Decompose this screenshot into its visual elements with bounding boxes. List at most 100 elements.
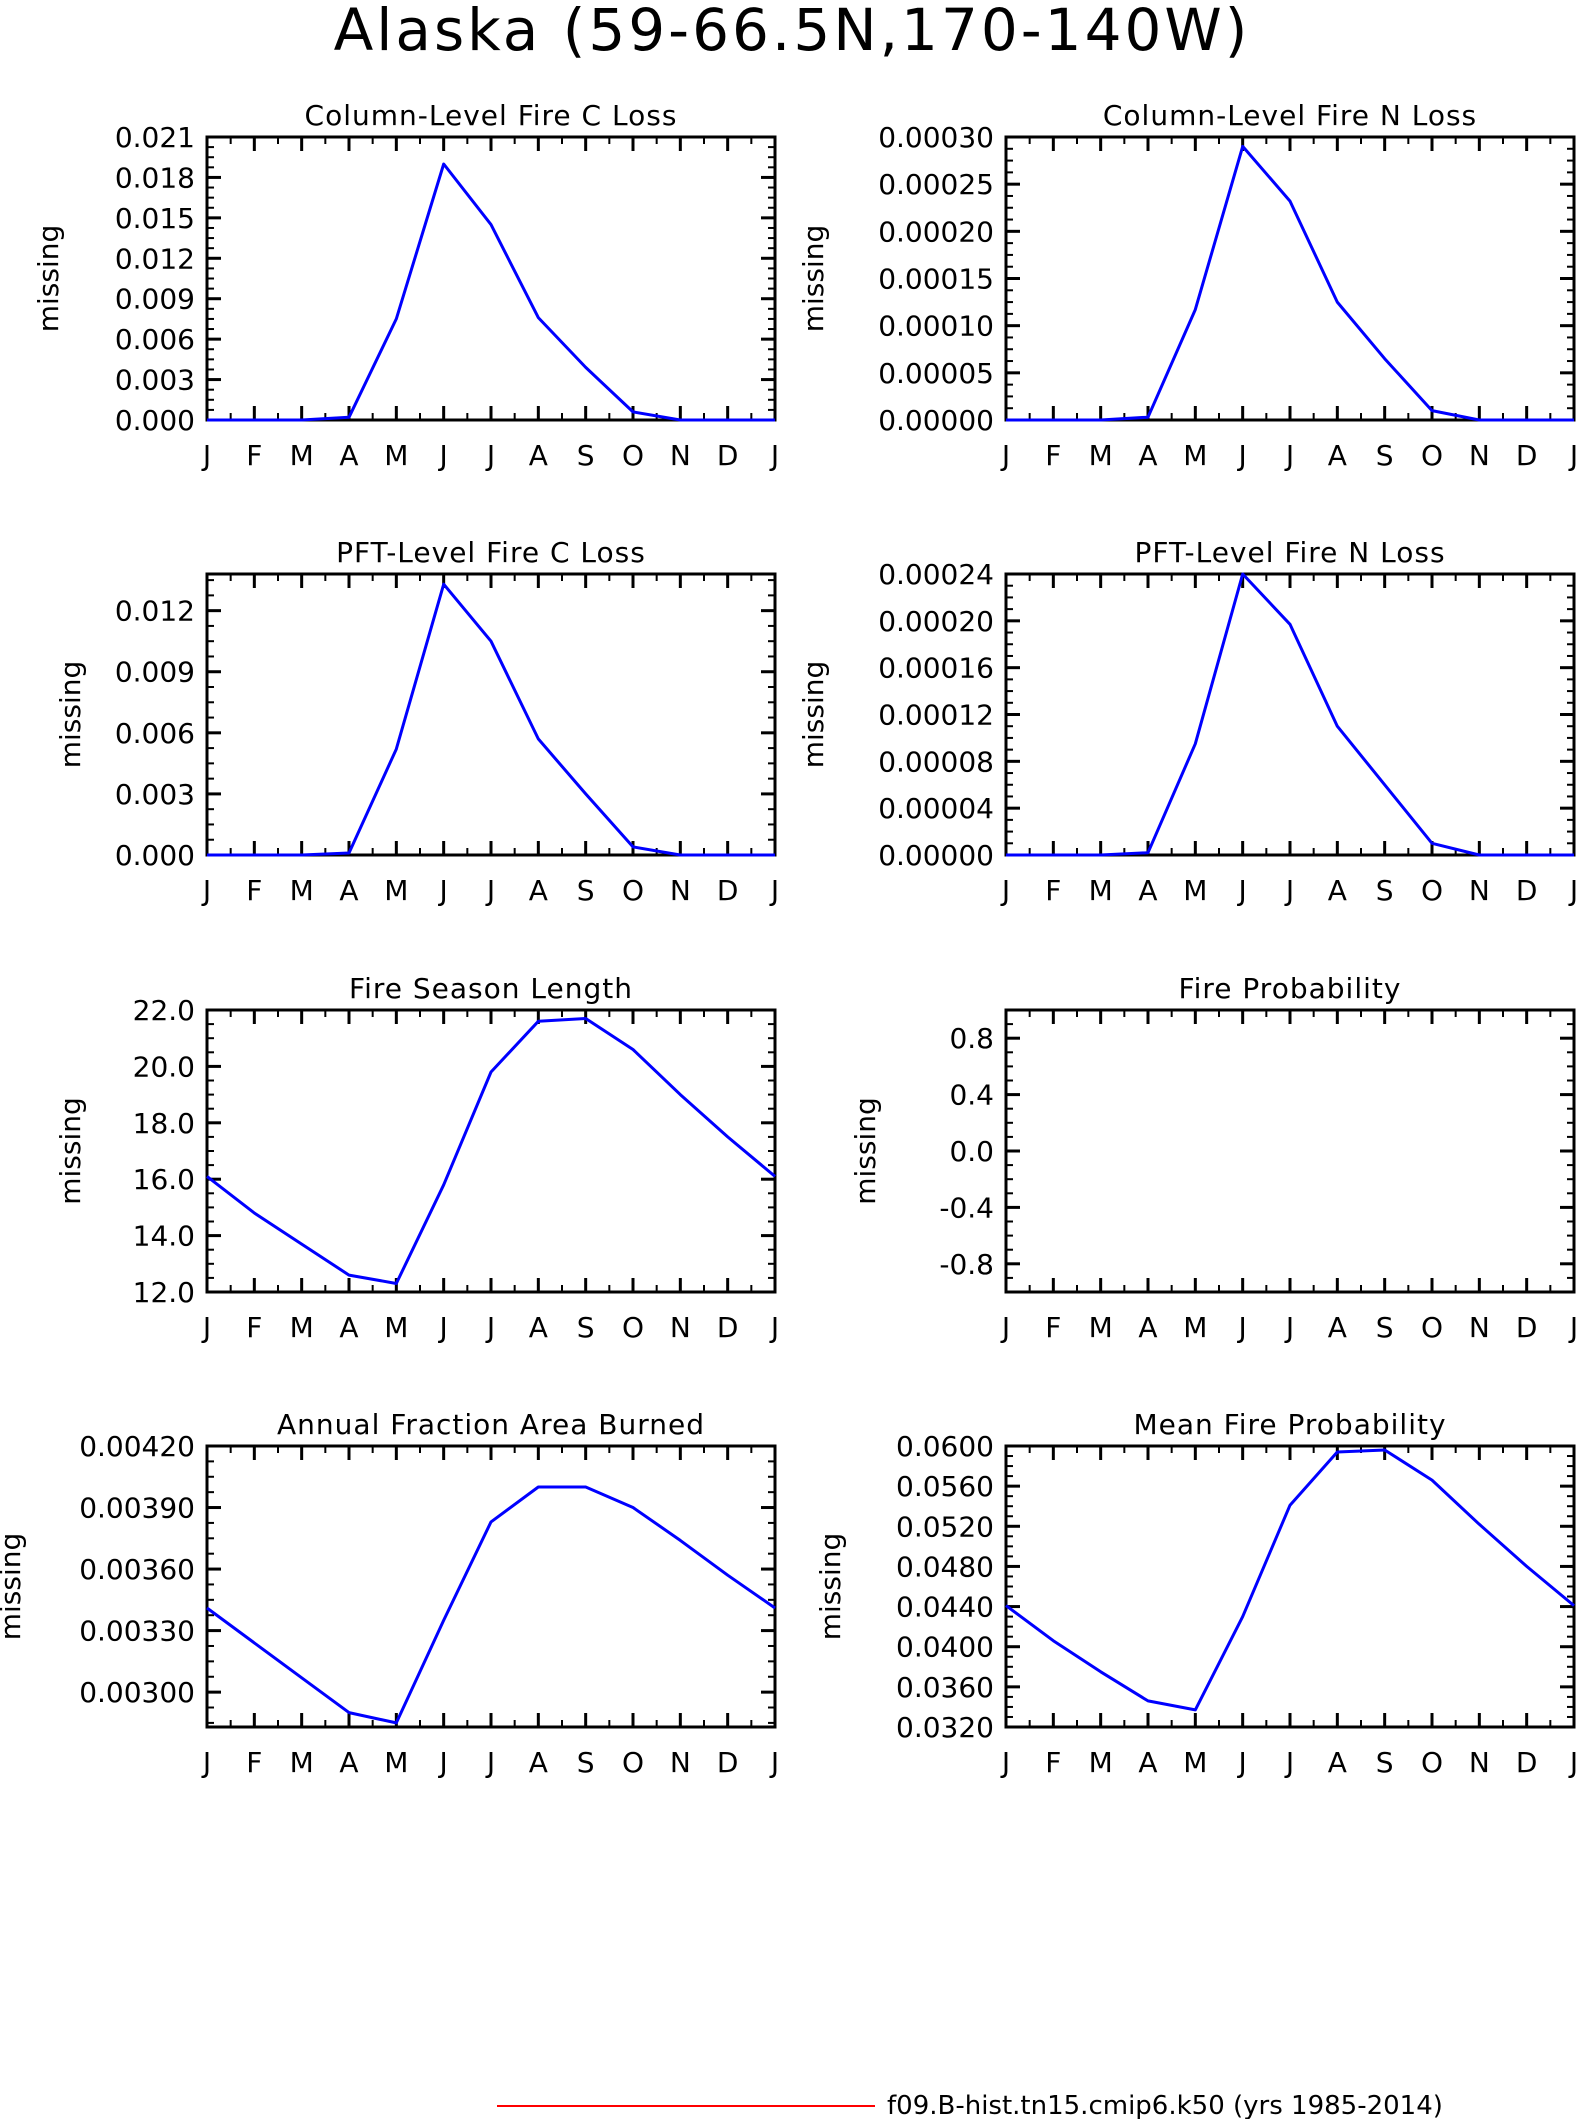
x-tick-label: J: [438, 439, 448, 472]
y-axis-label: missing: [797, 225, 830, 333]
y-tick-label: 0.006: [115, 323, 195, 356]
x-tick-label: J: [1568, 439, 1578, 472]
y-tick-label: 0.00008: [878, 745, 994, 778]
chart-panel-7: J F M A M J J A S O N D J0.003000.003300.003600.0039…: [0, 1408, 779, 1779]
x-tick-label: N: [1469, 439, 1490, 472]
x-tick-label: A: [339, 1311, 358, 1344]
x-tick-label: A: [529, 439, 548, 472]
series-line: [206, 1017, 776, 1285]
x-tick-label: A: [1328, 874, 1347, 907]
x-tick-label: M: [290, 439, 314, 472]
x-tick-label: J: [485, 1311, 495, 1344]
x-tick-label: J: [438, 1746, 448, 1779]
y-tick-label: 0.0520: [896, 1510, 994, 1543]
x-tick-label: F: [1045, 874, 1061, 907]
x-tick-label: N: [1469, 1746, 1490, 1779]
y-axis-label: missing: [54, 1097, 87, 1205]
x-tick-label: A: [339, 874, 358, 907]
x-tick-label: J: [769, 874, 779, 907]
x-tick-label: N: [1469, 1311, 1490, 1344]
x-tick-label: J: [1000, 1746, 1010, 1779]
x-tick-label: J: [1237, 439, 1247, 472]
x-tick-label: M: [1089, 439, 1113, 472]
chart-panel-4: J F M A M J J A S O N D J0.000000.000040.000080.0001…: [797, 536, 1578, 907]
plot-frame: [205, 572, 777, 857]
y-tick-label: 0.009: [115, 283, 195, 316]
y-axis-label: missing: [0, 1533, 27, 1641]
x-tick-label: A: [339, 439, 358, 472]
y-tick-label: 0.00020: [878, 605, 994, 638]
y-axis-label: missing: [32, 225, 65, 333]
y-tick-label: 0.003: [115, 778, 195, 811]
x-tick-label: J: [1000, 439, 1010, 472]
y-tick-label: 0.012: [115, 242, 195, 275]
y-axis-label: missing: [814, 1533, 847, 1641]
y-tick-label: 0.0560: [896, 1470, 994, 1503]
series-line: [1006, 572, 1574, 857]
x-tick-label: D: [1516, 439, 1538, 472]
x-tick-label: S: [577, 1311, 595, 1344]
x-tick-label: M: [1183, 439, 1207, 472]
x-tick-label: S: [577, 439, 595, 472]
x-tick-label: F: [1045, 1746, 1061, 1779]
y-axis-label: missing: [849, 1097, 882, 1205]
legend: f09.B-hist.tn15.cmip6.k50 (yrs 1985-2014…: [497, 2091, 1443, 2119]
y-tick-label: 0.021: [115, 121, 195, 154]
y-tick-label: 0.009: [115, 656, 195, 689]
x-tick-label: J: [485, 439, 495, 472]
x-tick-label: J: [201, 1746, 211, 1779]
x-tick-label: O: [622, 1311, 644, 1344]
x-tick-label: J: [438, 1311, 448, 1344]
y-tick-label: -0.8: [939, 1248, 994, 1281]
x-tick-label: M: [290, 1746, 314, 1779]
x-tick-label: D: [717, 1746, 739, 1779]
x-tick-label: S: [577, 1746, 595, 1779]
y-tick-label: 0.4: [949, 1079, 994, 1112]
x-tick-label: F: [246, 439, 262, 472]
x-tick-label: F: [1045, 439, 1061, 472]
x-tick-label: M: [1183, 1311, 1207, 1344]
x-tick-label: D: [1516, 1746, 1538, 1779]
series-line: [207, 582, 775, 857]
y-tick-label: 0.015: [115, 202, 195, 235]
x-tick-label: M: [1183, 1746, 1207, 1779]
y-tick-label: 0.00000: [878, 839, 994, 872]
y-tick-label: 16.0: [133, 1163, 195, 1196]
x-tick-label: J: [485, 1746, 495, 1779]
x-tick-label: O: [1421, 1311, 1443, 1344]
x-tick-label: D: [1516, 874, 1538, 907]
chart-panel-8: J F M A M J J A S O N D J0.03200.03600.04000.04400.0…: [814, 1408, 1578, 1779]
x-tick-label: F: [246, 1311, 262, 1344]
x-tick-label: J: [1237, 1746, 1247, 1779]
y-tick-label: 0.00015: [878, 263, 994, 296]
chart-panel-5: J F M A M J J A S O N D J12.014.016.018.020.022.0Fir…: [54, 972, 779, 1344]
x-tick-label: O: [622, 439, 644, 472]
chart-title: Fire Probability: [1179, 972, 1402, 1005]
x-tick-label: J: [769, 439, 779, 472]
x-tick-label: S: [1376, 439, 1394, 472]
x-tick-label: A: [1138, 1311, 1157, 1344]
x-tick-label: J: [1568, 874, 1578, 907]
plot-frame: [1004, 1008, 1576, 1294]
y-tick-label: 0.00004: [878, 792, 994, 825]
x-tick-label: D: [717, 439, 739, 472]
y-tick-label: 22.0: [133, 994, 195, 1027]
y-tick-label: 0.0480: [896, 1550, 994, 1583]
y-tick-label: 0.00030: [878, 121, 994, 154]
y-tick-label: 0.00000: [878, 404, 994, 437]
y-tick-label: 0.018: [115, 161, 195, 194]
y-tick-label: 0.00020: [878, 215, 994, 248]
x-tick-label: N: [1469, 874, 1490, 907]
x-tick-label: F: [1045, 1311, 1061, 1344]
x-tick-label: N: [670, 439, 691, 472]
x-tick-label: A: [1138, 439, 1157, 472]
plot-frame: [205, 1008, 777, 1294]
y-tick-label: 0.00012: [878, 699, 994, 732]
y-tick-label: 0.00010: [878, 310, 994, 343]
y-axis-label: missing: [797, 661, 830, 769]
x-tick-label: M: [384, 1746, 408, 1779]
x-tick-label: J: [1284, 439, 1294, 472]
y-tick-label: 20.0: [133, 1050, 195, 1083]
